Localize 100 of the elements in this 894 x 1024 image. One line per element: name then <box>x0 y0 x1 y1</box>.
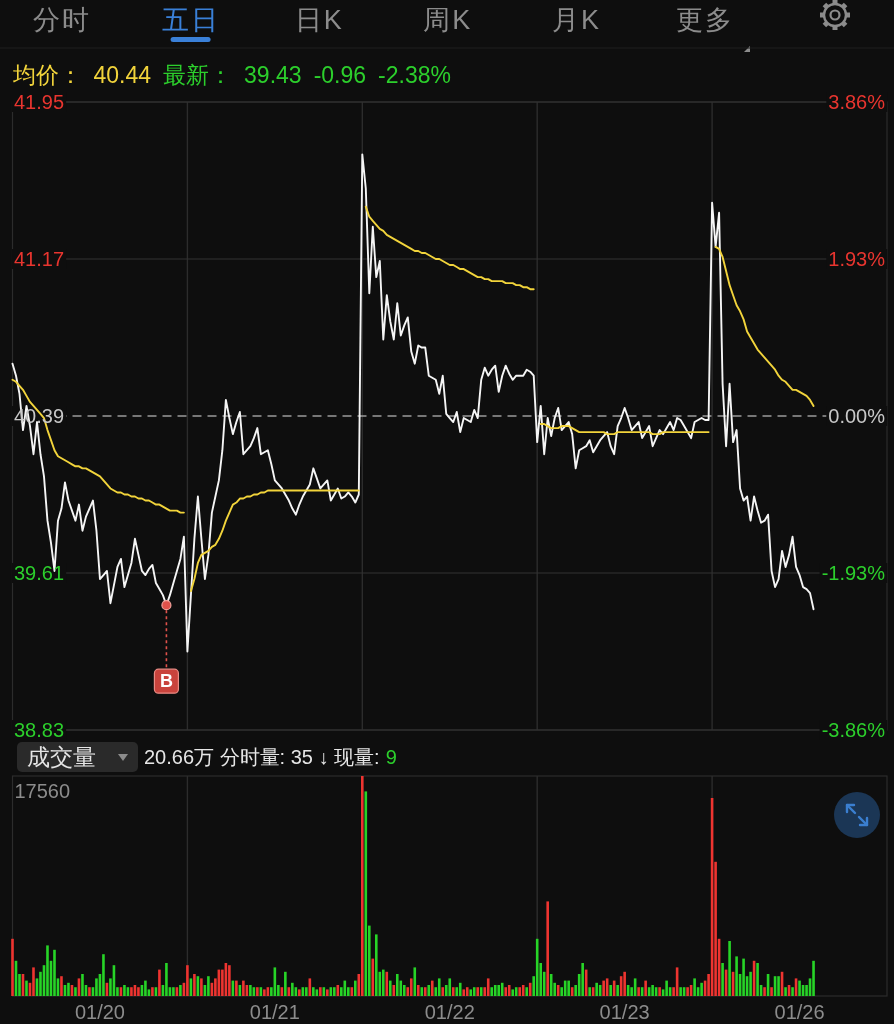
y2-tick-label: 1.93% <box>828 248 886 270</box>
bar <box>193 974 196 996</box>
bar <box>81 974 84 996</box>
bar <box>144 980 147 996</box>
bar <box>623 971 626 996</box>
bar <box>763 987 766 996</box>
bar <box>172 987 175 996</box>
text: 五日 <box>161 5 220 35</box>
bar <box>679 987 682 996</box>
bar <box>609 985 612 996</box>
bar <box>395 974 399 996</box>
bar <box>67 982 70 996</box>
text: 分时 <box>33 5 91 35</box>
bar <box>784 987 787 996</box>
bar <box>700 982 703 996</box>
bar <box>507 985 511 996</box>
bar <box>469 989 473 996</box>
bar <box>791 987 794 996</box>
bar <box>263 989 266 996</box>
text: 39.43 <box>244 62 302 88</box>
bar <box>402 985 406 996</box>
bar <box>437 978 441 996</box>
bar <box>511 989 515 996</box>
bar <box>535 938 539 996</box>
bar <box>409 978 413 996</box>
bar <box>644 980 647 996</box>
bar <box>728 941 731 996</box>
bar <box>326 989 329 996</box>
bar <box>427 985 431 996</box>
bar <box>693 978 696 996</box>
y2-tick-label: 0.00% <box>828 405 886 427</box>
text: 月K <box>551 5 601 35</box>
bar <box>472 987 476 996</box>
bar <box>11 938 14 996</box>
bar <box>25 980 28 996</box>
bar <box>60 976 63 996</box>
bar <box>458 982 462 996</box>
bar <box>567 980 570 996</box>
text: 40.44 <box>93 62 152 88</box>
text: -2.38% <box>378 62 451 88</box>
bar <box>298 989 301 996</box>
bar <box>798 980 801 996</box>
bar <box>455 987 459 996</box>
y2-tick-label: -1.93% <box>821 562 886 584</box>
bar <box>756 963 759 996</box>
bar <box>616 985 619 996</box>
bar <box>312 987 315 996</box>
text: 均价： <box>11 62 82 88</box>
bar <box>371 958 375 996</box>
bar <box>504 987 508 996</box>
bar <box>528 982 532 996</box>
bar <box>392 985 396 996</box>
bar <box>595 982 598 996</box>
bar <box>291 982 294 996</box>
y-tick-label: 41.95 <box>14 91 65 113</box>
bar <box>32 967 35 996</box>
bar <box>88 987 91 996</box>
annotation: 17560 <box>14 780 71 802</box>
bar <box>735 956 738 996</box>
text: 日K <box>294 5 344 35</box>
text: 9 <box>385 746 397 768</box>
bar <box>305 987 308 996</box>
bar <box>249 985 252 996</box>
bar <box>74 987 77 996</box>
bar <box>95 978 98 996</box>
bar <box>749 971 752 996</box>
bar <box>242 980 245 996</box>
bar <box>777 976 780 996</box>
annotation: B <box>159 671 173 692</box>
bar <box>235 980 238 996</box>
bar <box>333 987 336 996</box>
bar <box>637 987 640 996</box>
y-tick-label: 38.83 <box>14 719 65 741</box>
bar <box>514 987 518 996</box>
bar <box>381 969 385 996</box>
bar <box>207 976 210 996</box>
x-tick-label: 01/20 <box>74 1001 125 1023</box>
bar <box>486 978 490 996</box>
bar <box>354 980 357 996</box>
bar <box>186 965 189 996</box>
bar <box>602 980 605 996</box>
text: 周K <box>423 5 473 35</box>
bar <box>137 987 140 996</box>
bar <box>490 987 494 996</box>
y-tick-label: 39.61 <box>14 562 65 584</box>
bar <box>165 963 168 996</box>
bar <box>416 985 420 996</box>
bar <box>525 987 529 996</box>
y2-tick-label: 3.86% <box>828 91 886 113</box>
bar <box>581 963 584 996</box>
bar <box>465 987 469 996</box>
bar <box>497 985 501 996</box>
bar <box>413 967 417 996</box>
x-tick-label: 01/22 <box>424 1001 475 1023</box>
bar <box>493 985 497 996</box>
x-tick-label: 01/26 <box>774 1001 825 1023</box>
bar <box>151 987 154 996</box>
text: 20.66万 分时量: 35 ↓ 现量: <box>144 746 380 768</box>
text: 成交量 <box>27 744 96 770</box>
text: 更多 <box>676 5 734 35</box>
